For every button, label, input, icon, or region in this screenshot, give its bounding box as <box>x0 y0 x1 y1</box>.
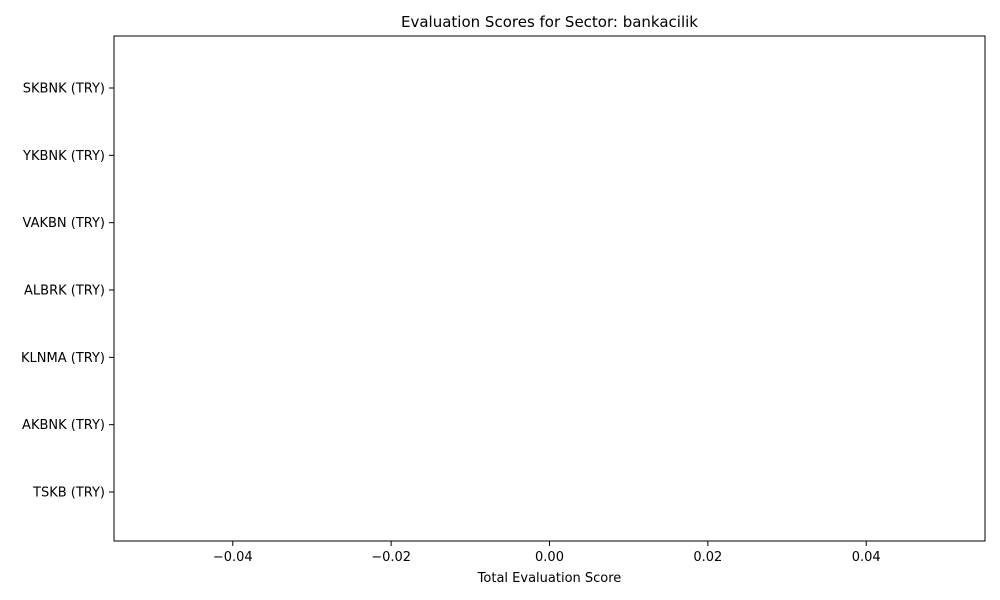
y-axis: SKBNK (TRY) YKBNK (TRY) VAKBN (TRY) ALBRK (… <box>21 82 114 501</box>
x-tick-label: 0.02 <box>693 550 722 565</box>
x-tick-label: −0.02 <box>371 550 411 565</box>
y-tick-label: TSKB (TRY) <box>32 486 105 501</box>
y-tick-label: VAKBN (TRY) <box>23 216 105 231</box>
x-tick-label: 0.04 <box>852 550 881 565</box>
x-tick-label: −0.04 <box>213 550 253 565</box>
chart-title: Evaluation Scores for Sector: bankacilik <box>401 13 698 31</box>
plot-frame <box>113 35 986 542</box>
y-tick-label: YKBNK (TRY) <box>22 149 105 164</box>
plot-area <box>114 36 985 541</box>
x-axis: −0.04 −0.02 0.00 0.02 0.04 <box>213 541 881 565</box>
y-tick-label: SKBNK (TRY) <box>23 82 105 97</box>
y-tick-label: KLNMA (TRY) <box>21 351 105 366</box>
y-tick-label: AKBNK (TRY) <box>22 418 105 433</box>
x-axis-label: Total Evaluation Score <box>477 571 622 586</box>
x-tick-label: 0.00 <box>535 550 564 565</box>
y-tick-label: ALBRK (TRY) <box>24 284 105 299</box>
